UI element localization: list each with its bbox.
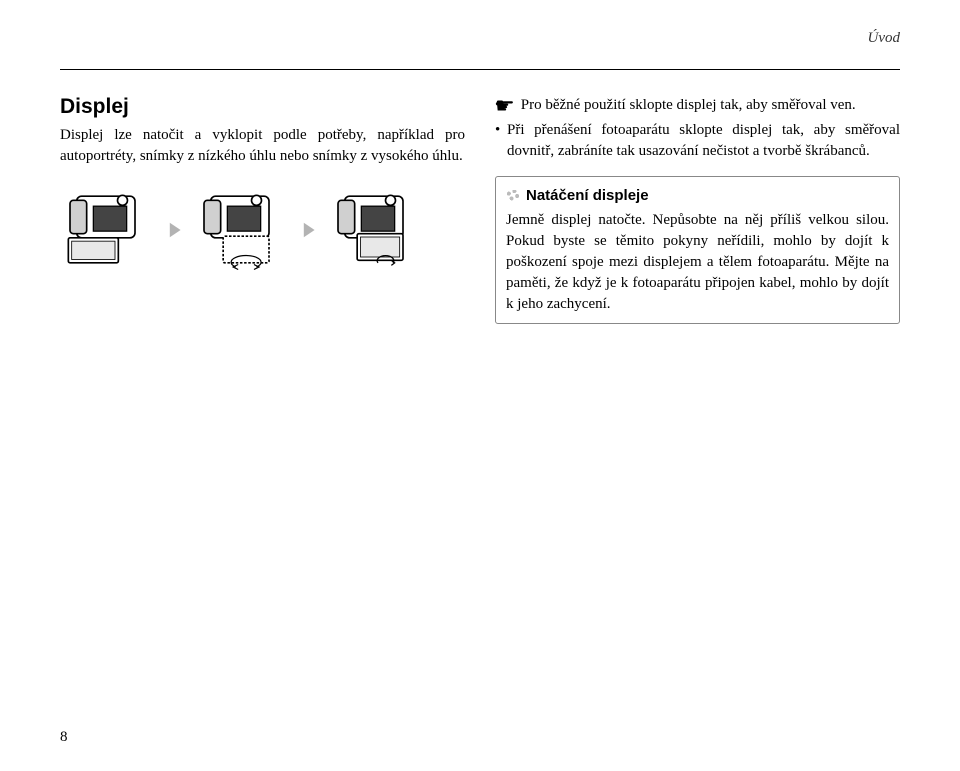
left-column: Displej Displej lze natočit a vyklopit p… <box>60 95 465 324</box>
bullet-item: Pro běžné použití sklopte displej tak, a… <box>495 95 900 116</box>
note-title: Natáčení displeje <box>506 185 889 206</box>
body-text-left: Displej lze natočit a vyklopit podle pot… <box>60 125 465 167</box>
note-box: Natáčení displeje Jemně displej natočte.… <box>495 176 900 324</box>
camera-illustration-row <box>60 187 465 272</box>
camera-step-3 <box>328 187 428 272</box>
camera-step-1 <box>60 187 160 272</box>
content-columns: Displej Displej lze natočit a vyklopit p… <box>60 95 900 324</box>
arrow-icon <box>168 221 186 239</box>
page-number: 8 <box>60 729 68 746</box>
note-body: Jemně displej natočte. Nepůsobte na něj … <box>506 210 889 315</box>
bullet-list: Pro běžné použití sklopte displej tak, a… <box>495 95 900 162</box>
section-label: Úvod <box>868 30 901 47</box>
camera-step-2 <box>194 187 294 272</box>
bullet-item: Při přenášení fotoaparátu sklopte disple… <box>495 120 900 162</box>
header-rule <box>60 69 900 70</box>
arrow-icon <box>302 221 320 239</box>
page-header: Úvod <box>60 30 900 70</box>
right-column: ☛ Pro běžné použití sklopte displej tak,… <box>495 95 900 324</box>
heading-displej: Displej <box>60 95 465 119</box>
